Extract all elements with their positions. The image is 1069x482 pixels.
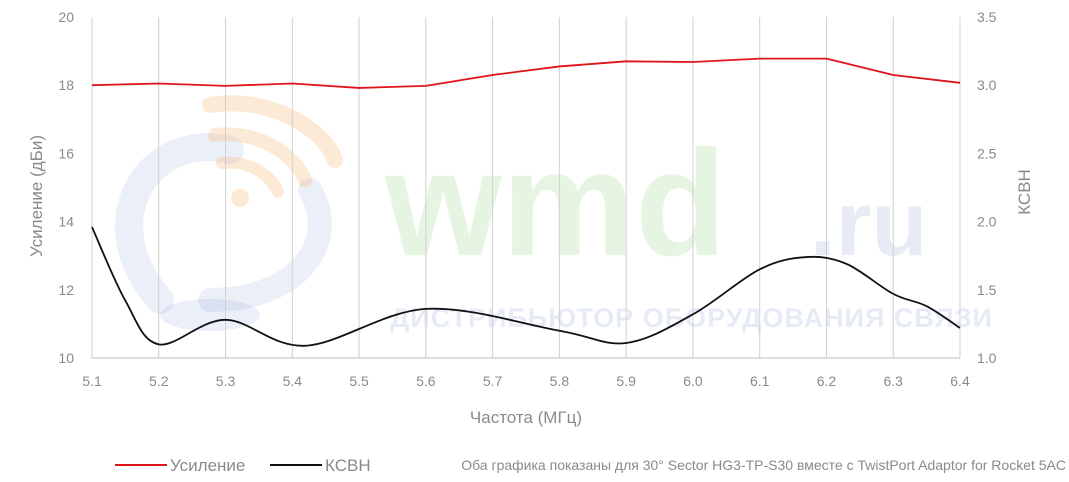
right-y-tick-labels: 1.0 1.5 2.0 2.5 3.0 3.5 (977, 9, 997, 366)
watermark-tagline: ДИСТРИБЬЮТОР ОБОРУДОВАНИЯ СВЯЗИ (390, 303, 993, 333)
right-y-tick-label: 2.5 (977, 145, 997, 161)
x-tick-labels: 5.1 5.2 5.3 5.4 5.5 5.6 5.7 5.8 5.9 6.0 6.1 6.2 6.3 6… (82, 373, 970, 389)
vertical-gridlines (91, 17, 961, 358)
legend: Усиление КСВН (115, 456, 371, 475)
x-tick-label: 5.4 (283, 373, 303, 389)
right-y-tick-label: 1.5 (977, 282, 997, 298)
series-line-gain (91, 57, 961, 89)
x-tick-label: 5.6 (416, 373, 436, 389)
left-y-tick-label: 20 (58, 9, 74, 25)
wifi-signal-icon (115, 95, 343, 331)
right-y-tick-label: 1.0 (977, 350, 997, 366)
left-y-tick-labels: 10 12 14 16 18 20 (58, 9, 74, 366)
x-tick-label: 6.3 (883, 373, 903, 389)
x-tick-label: 6.2 (817, 373, 837, 389)
left-y-tick-label: 16 (58, 145, 74, 161)
x-tick-label: 5.3 (216, 373, 236, 389)
x-tick-label: 5.2 (149, 373, 169, 389)
watermark: wmd .ru ДИСТРИБЬЮТОР ОБОРУДОВАНИЯ СВЯЗИ (115, 95, 993, 333)
x-tick-label: 5.7 (483, 373, 503, 389)
x-tick-label: 5.8 (550, 373, 570, 389)
watermark-brand: wmd (384, 119, 727, 287)
legend-label-gain: Усиление (170, 456, 245, 475)
right-y-tick-label: 3.5 (977, 9, 997, 25)
left-y-tick-label: 10 (58, 350, 74, 366)
left-y-tick-label: 18 (58, 77, 74, 93)
right-y-axis-title: КСВН (1015, 169, 1034, 215)
right-y-tick-label: 2.0 (977, 214, 997, 230)
right-y-tick-label: 3.0 (977, 77, 997, 93)
chart-note: Оба графика показаны для 30° Sector HG3-… (461, 457, 1066, 473)
left-y-tick-label: 14 (58, 214, 74, 230)
legend-label-vswr: КСВН (325, 456, 371, 475)
x-tick-label: 6.0 (683, 373, 703, 389)
x-tick-label: 5.9 (616, 373, 636, 389)
x-axis-title: Частота (МГц) (470, 408, 582, 427)
x-tick-label: 6.1 (750, 373, 770, 389)
x-tick-label: 6.4 (950, 373, 970, 389)
series-line-vswr (91, 226, 961, 347)
left-y-axis-title: Усиление (дБи) (27, 135, 46, 257)
watermark-tld: .ru (810, 173, 928, 275)
x-tick-label: 5.5 (349, 373, 369, 389)
left-y-tick-label: 12 (58, 282, 74, 298)
series-group (91, 57, 961, 347)
x-tick-label: 5.1 (82, 373, 102, 389)
